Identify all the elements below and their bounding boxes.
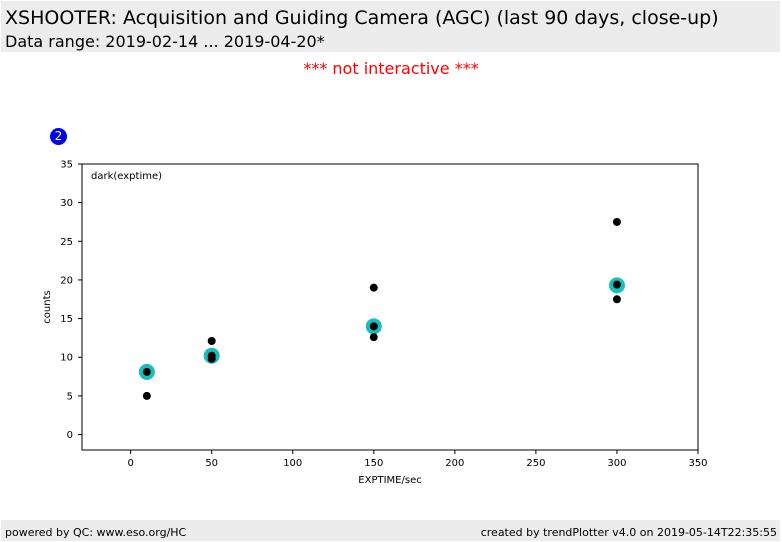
y-tick-label: 10: [60, 353, 73, 364]
x-tick-label: 350: [688, 458, 707, 469]
y-tick-label: 20: [60, 275, 73, 286]
x-axis-label: EXPTIME/sec: [358, 475, 421, 486]
data-point: [369, 322, 378, 331]
y-tick-label: 5: [67, 391, 73, 402]
data-point: [369, 333, 378, 342]
x-tick-label: 0: [127, 458, 133, 469]
data-point: [369, 283, 378, 292]
y-tick-label: 35: [60, 160, 73, 171]
x-tick-label: 150: [364, 458, 383, 469]
y-tick-label: 15: [60, 314, 73, 325]
data-point: [142, 367, 151, 376]
x-tick-label: 200: [445, 458, 464, 469]
chart-annotation: dark(exptime): [91, 171, 162, 182]
footer-bar: powered by QC: www.eso.org/HC created by…: [1, 520, 780, 541]
y-tick-label: 25: [60, 237, 73, 248]
x-tick-label: 100: [283, 458, 302, 469]
plot-frame: [81, 163, 699, 451]
data-point: [207, 337, 216, 346]
not-interactive-notice: *** not interactive ***: [303, 59, 479, 78]
x-tick-label: 50: [205, 458, 218, 469]
data-point: [612, 295, 621, 304]
y-axis-label: counts: [42, 290, 53, 323]
x-tick-label: 300: [607, 458, 626, 469]
data-point: [612, 280, 621, 289]
footer-credit-left: powered by QC: www.eso.org/HC: [5, 526, 187, 539]
y-tick-label: 30: [60, 198, 73, 209]
plot-area: [82, 164, 698, 450]
plot-number-badge: 2: [50, 128, 67, 145]
data-range-subtitle: Data range: 2019-02-14 ... 2019-04-20*: [5, 32, 325, 51]
header-bar: XSHOOTER: Acquisition and Guiding Camera…: [1, 1, 780, 52]
data-point: [207, 351, 216, 360]
footer-credit-right: created by trendPlotter v4.0 on 2019-05-…: [480, 526, 777, 539]
x-tick-label: 250: [526, 458, 545, 469]
page-title: XSHOOTER: Acquisition and Guiding Camera…: [5, 7, 719, 29]
data-point: [612, 217, 621, 226]
data-point: [142, 391, 151, 400]
y-tick-label: 0: [67, 430, 73, 441]
